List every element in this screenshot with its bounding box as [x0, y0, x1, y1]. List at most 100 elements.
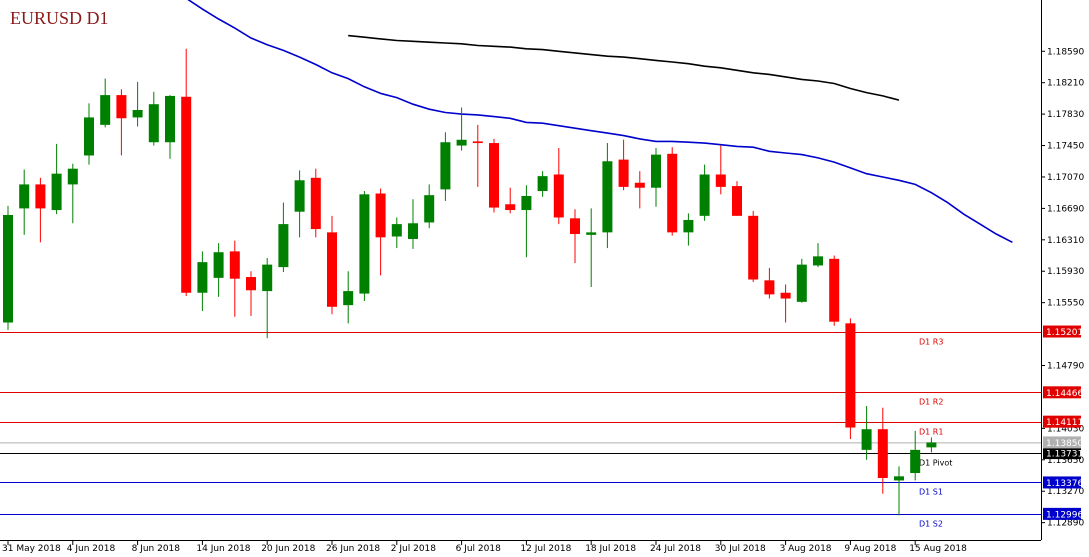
time-tick-label: 12 Jul 2018: [520, 544, 571, 554]
candle-body: [197, 262, 208, 293]
candle-body: [553, 174, 564, 218]
candle-body: [181, 96, 192, 293]
price-badges: 1.15201 1.14466 1.14111 1.13731 1.13376 1.129…: [1043, 325, 1083, 520]
candle-body: [699, 174, 710, 216]
candle-body: [440, 142, 451, 190]
time-tick-label: 31 May 2018: [2, 544, 61, 554]
candles: [3, 48, 937, 516]
level-label: D1 Pivot: [919, 459, 952, 468]
candle-body: [67, 168, 78, 185]
price-badge-label: 1.14111: [1046, 418, 1083, 428]
candle-body: [651, 154, 661, 188]
price-tick-label: 1.13650: [1047, 456, 1084, 466]
price-badge-label: 1.13731: [1046, 450, 1083, 460]
price-tick-label: 1.15930: [1047, 267, 1084, 277]
candle-body: [294, 180, 305, 212]
time-axis: 31 May 2018 4 Jun 2018 8 Jun 2018 14 Jun 20…: [2, 540, 967, 554]
price-tick-label: 1.17830: [1047, 110, 1084, 120]
price-tick-label: 1.12890: [1047, 519, 1084, 529]
pivot-levels: D1 R3 D1 R2 D1 R1 D1 Pivot D1 S1 D1 S2: [0, 332, 1041, 529]
price-axis: 1.18590 1.18210 1.17830 1.17450 1.17070 1.166…: [1041, 47, 1084, 529]
price-tick-label: 1.17070: [1047, 173, 1084, 183]
price-tick-label: 1.14790: [1047, 362, 1084, 372]
price-badge: [1043, 415, 1081, 428]
price-tick-label: 1.15550: [1047, 299, 1084, 309]
candle-body: [35, 184, 46, 209]
candle-body: [537, 176, 548, 192]
candle-body: [472, 141, 483, 144]
candle-body: [570, 218, 580, 235]
time-tick-label: 3 Aug 2018: [780, 544, 832, 554]
time-tick-label: 30 Jul 2018: [715, 544, 766, 554]
price-badge-label: 1.15201: [1046, 328, 1083, 338]
candle-body: [780, 292, 791, 299]
candle-body: [456, 139, 467, 146]
time-tick-label: 2 Jul 2018: [391, 544, 436, 554]
candle-body: [505, 204, 516, 211]
candle-body: [343, 291, 354, 306]
price-tick-label: 1.13270: [1047, 487, 1084, 497]
moving-averages: [187, 0, 1013, 244]
candle-body: [715, 174, 726, 187]
price-tick-label: 1.16690: [1047, 204, 1084, 214]
time-tick-label: 14 Jun 2018: [196, 544, 250, 554]
candle-body: [926, 442, 937, 448]
candle-body: [359, 194, 370, 294]
candle-body: [683, 219, 694, 233]
candle-body: [634, 182, 645, 188]
candle-body: [602, 161, 613, 233]
candle-body: [246, 277, 256, 291]
candle-body: [764, 280, 775, 295]
time-tick-label: 20 Jun 2018: [261, 544, 315, 554]
candle-body: [845, 323, 856, 428]
price-badge-label: 1.12996: [1046, 510, 1083, 520]
level-label: D1 R3: [919, 338, 943, 347]
candle-body: [408, 223, 418, 239]
candle-body: [521, 195, 532, 211]
candle-body: [148, 104, 159, 143]
candle-body: [278, 224, 289, 268]
time-tick-label: 24 Jul 2018: [650, 544, 701, 554]
candle-body: [19, 184, 30, 209]
candle-body: [877, 429, 888, 478]
candle-body: [829, 258, 840, 322]
candle-body: [667, 153, 678, 233]
candle-body: [116, 95, 127, 119]
candle-body: [51, 173, 62, 211]
candle-body: [327, 232, 337, 307]
candle-body: [262, 264, 273, 292]
price-tick-label: 1.14030: [1047, 424, 1084, 434]
candle-body: [424, 195, 435, 223]
candle-body: [310, 177, 321, 230]
candle-body: [375, 193, 386, 238]
candle-body: [586, 232, 597, 235]
candle-body: [861, 429, 872, 450]
candle-body: [732, 186, 742, 216]
candle-body: [229, 251, 240, 279]
level-label: D1 R2: [919, 398, 943, 407]
candle-body: [489, 143, 499, 208]
moving-average-line: [348, 34, 900, 101]
level-label: D1 S2: [919, 520, 943, 529]
candle-body: [796, 264, 807, 302]
price-badge: [1043, 386, 1081, 399]
candle-body: [213, 252, 224, 278]
price-badge: [1043, 476, 1081, 489]
candle-body: [813, 256, 823, 266]
candle-body: [910, 449, 921, 474]
price-badge: [1043, 325, 1081, 338]
level-label: D1 S1: [919, 488, 943, 497]
moving-average-line: [187, 0, 1013, 244]
price-tick-label: 1.18210: [1047, 79, 1084, 89]
price-tick-label: 1.17450: [1047, 142, 1084, 152]
price-badge-label: 1.14466: [1046, 389, 1083, 399]
time-tick-label: 6 Jul 2018: [456, 544, 501, 554]
candle-body: [748, 215, 759, 280]
price-badge: [1043, 436, 1081, 449]
time-tick-label: 8 Jun 2018: [132, 544, 181, 554]
candle-body: [3, 215, 13, 323]
price-badge-label: 1.13850: [1046, 439, 1083, 449]
candle-body: [132, 109, 143, 118]
